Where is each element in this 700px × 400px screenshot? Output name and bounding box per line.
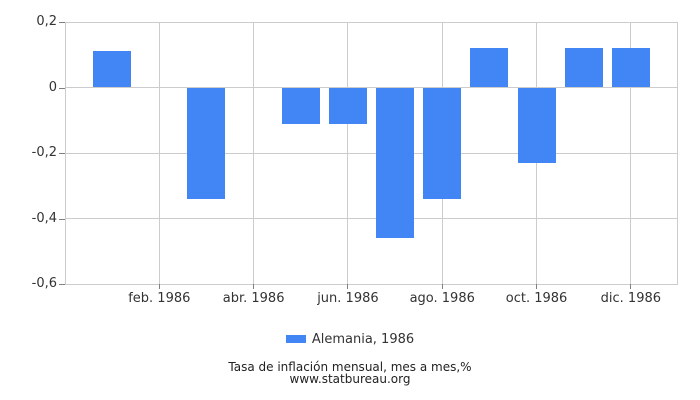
x-axis-tick: [630, 284, 632, 289]
plot-border-left: [65, 22, 66, 284]
x-axis-tick: [441, 284, 443, 289]
y-axis-label: -0,4: [31, 210, 57, 226]
x-axis-tick: [536, 284, 538, 289]
x-axis-tick: [347, 284, 349, 289]
y-axis-label: -0,2: [31, 145, 57, 160]
x-axis-label: feb. 1986: [128, 291, 191, 306]
x-axis-label: jun. 1986: [317, 291, 379, 306]
bar-sep: [470, 48, 509, 88]
x-axis-label: ago. 1986: [409, 291, 475, 306]
gridline-vertical: [158, 22, 160, 284]
gridline-horizontal: [65, 87, 678, 88]
bar-jul: [376, 87, 415, 239]
x-axis-tick: [158, 284, 160, 289]
y-axis-tick: [59, 22, 65, 23]
gridline-vertical: [630, 22, 632, 284]
legend: Alemania, 1986: [0, 331, 700, 347]
x-axis-label: oct. 1986: [505, 291, 568, 306]
plot-border-right: [677, 22, 678, 284]
bar-ene: [93, 51, 132, 88]
source-url: www.statbureau.org: [289, 371, 411, 386]
y-axis-label: 0: [48, 79, 57, 95]
chart-title: Tasa de inflación mensual, mes a mes,%: [228, 360, 472, 374]
gridline-vertical: [347, 22, 349, 284]
bar-may: [281, 87, 320, 124]
gridline-horizontal: [65, 21, 678, 23]
x-axis-label: abr. 1986: [222, 291, 285, 306]
y-axis-tick: [59, 87, 65, 89]
gridline-horizontal: [65, 218, 678, 219]
plot-area: [65, 21, 678, 285]
legend-swatch: [285, 335, 306, 343]
bar-oct: [517, 87, 556, 163]
y-axis-tick: [59, 284, 65, 285]
bar-ago: [423, 87, 462, 199]
y-axis-tick: [59, 218, 65, 220]
y-axis-label: -0,6: [31, 276, 57, 291]
caption: Tasa de inflación mensual, mes a mes,% w…: [0, 360, 700, 386]
x-axis-label: dic. 1986: [600, 291, 662, 306]
bar-jun: [328, 87, 367, 124]
y-axis-label: 0,2: [36, 14, 57, 29]
y-axis-tick: [59, 153, 65, 154]
gridline-vertical: [253, 22, 255, 284]
x-axis-tick: [253, 284, 255, 289]
legend-label: Alemania, 1986: [311, 331, 415, 347]
bar-mar: [187, 87, 226, 199]
bar-nov: [564, 48, 603, 88]
gridline-horizontal: [65, 152, 678, 154]
bar-dic: [611, 48, 650, 88]
gridline-horizontal: [65, 283, 678, 285]
